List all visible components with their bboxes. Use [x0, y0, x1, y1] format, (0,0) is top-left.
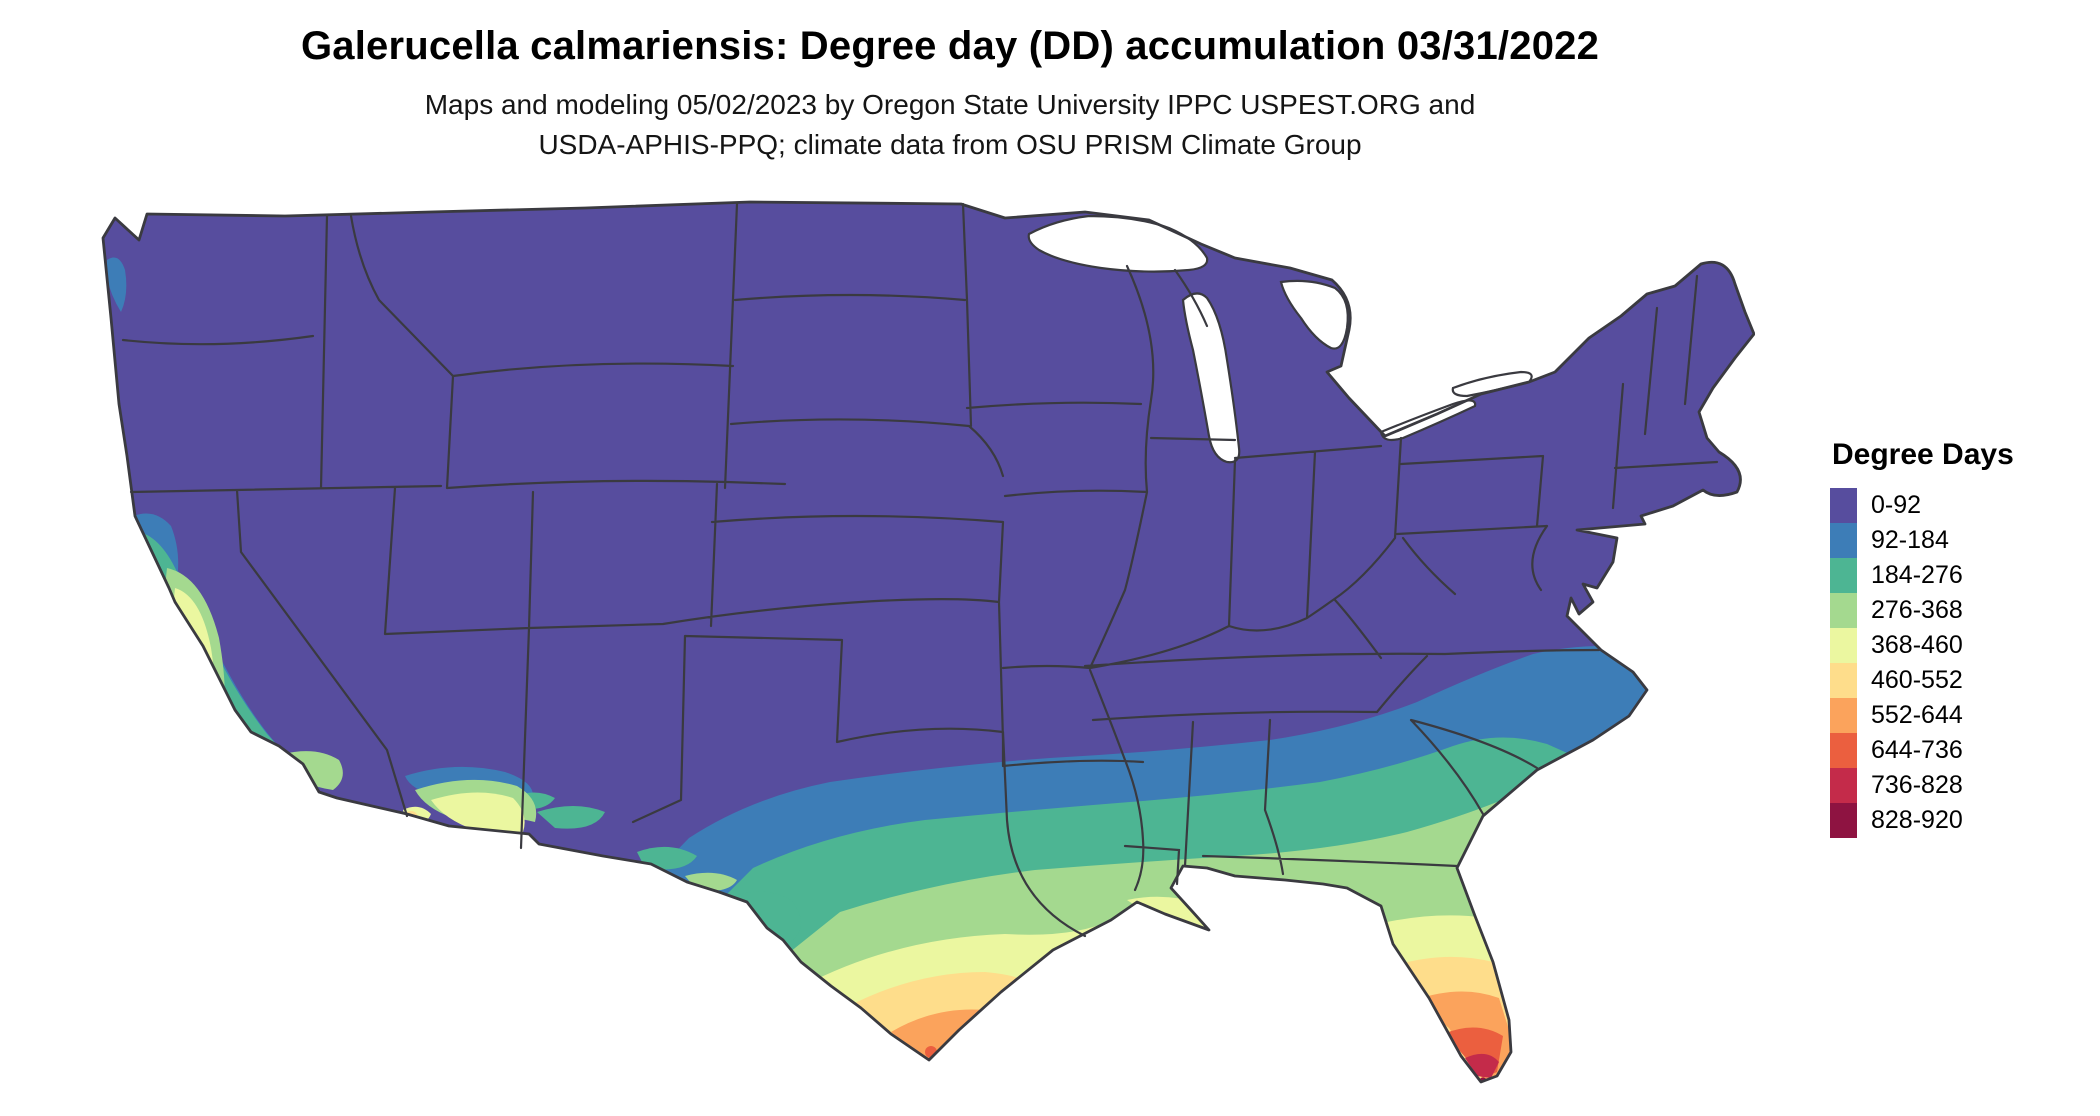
subtitle-line-2: USDA-APHIS-PPQ; climate data from OSU PR…	[538, 129, 1362, 160]
legend-label: 276-368	[1871, 596, 1963, 624]
legend-label: 828-920	[1871, 806, 1963, 834]
legend-row: 276-368	[1830, 593, 2014, 628]
legend-swatch	[1830, 733, 1857, 768]
legend-swatch	[1830, 523, 1857, 558]
legend-swatch	[1830, 803, 1857, 838]
legend-label: 368-460	[1871, 631, 1963, 659]
chart-header: Galerucella calmariensis: Degree day (DD…	[0, 24, 1900, 165]
legend-row: 736-828	[1830, 768, 2014, 803]
legend-label: 644-736	[1871, 736, 1963, 764]
great-lakes	[1027, 214, 1533, 464]
legend-swatch	[1830, 558, 1857, 593]
legend-label: 460-552	[1871, 666, 1963, 694]
legend-row: 460-552	[1830, 663, 2014, 698]
legend-swatch	[1830, 488, 1857, 523]
us-outline	[101, 200, 1755, 1084]
legend-rows: 0-92 92-184 184-276 276-368 368-460 460-…	[1830, 488, 2014, 838]
legend-label: 184-276	[1871, 561, 1963, 589]
legend-row: 0-92	[1830, 488, 2014, 523]
state-borders	[121, 202, 1719, 938]
page-title: Galerucella calmariensis: Degree day (DD…	[300, 24, 1600, 68]
lake-superior	[1027, 214, 1209, 273]
lake-erie	[1379, 399, 1477, 442]
legend-swatch	[1830, 593, 1857, 628]
legend-swatch	[1830, 663, 1857, 698]
lake-huron	[1279, 279, 1349, 350]
subtitle: Maps and modeling 05/02/2023 by Oregon S…	[0, 85, 1900, 165]
legend-row: 552-644	[1830, 698, 2014, 733]
legend-title: Degree Days	[1832, 438, 2014, 471]
legend-label: 0-92	[1871, 491, 1922, 519]
us-degree-day-map	[101, 200, 1755, 1084]
legend-swatch	[1830, 768, 1857, 803]
legend-label: 736-828	[1871, 771, 1963, 799]
subtitle-line-1: Maps and modeling 05/02/2023 by Oregon S…	[424, 89, 1476, 120]
legend-row: 644-736	[1830, 733, 2014, 768]
legend-label: 552-644	[1871, 701, 1963, 729]
legend-row: 828-920	[1830, 803, 2014, 838]
legend-row: 92-184	[1830, 523, 2014, 558]
legend-swatch	[1830, 628, 1857, 663]
degree-day-raster	[103, 202, 1754, 1082]
legend-row: 184-276	[1830, 558, 2014, 593]
band-644-736	[925, 1027, 1503, 1078]
legend-swatch	[1830, 698, 1857, 733]
legend: Degree Days 0-92 92-184 184-276 276-368 …	[1830, 438, 2014, 838]
band-736-828	[1465, 1053, 1499, 1078]
legend-row: 368-460	[1830, 628, 2014, 663]
legend-label: 92-184	[1871, 526, 1949, 554]
